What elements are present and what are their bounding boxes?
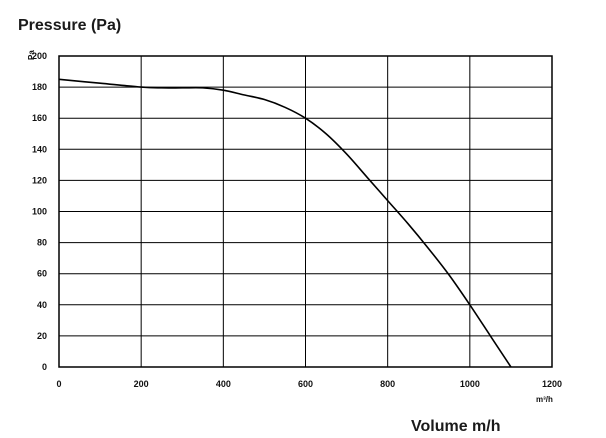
x-tick-label: 600: [298, 379, 313, 389]
x-axis-label: Volume m/h: [411, 418, 501, 435]
x-tick-label: 1200: [542, 379, 562, 389]
x-tick-label: 400: [216, 379, 231, 389]
x-tick-label: 1000: [460, 379, 480, 389]
y-tick-label: 80: [37, 238, 47, 248]
y-tick-label: 40: [37, 300, 47, 310]
y-axis-unit: Pa: [27, 50, 36, 60]
y-axis-ticks: 0 20 40 60 80 100 120 140 160 180 200: [32, 51, 47, 372]
pressure-curve-line: [58, 78, 512, 368]
y-tick-label: 100: [32, 207, 47, 217]
x-axis-ticks: 0 200 400 600 800 1000 1200: [56, 379, 562, 389]
y-tick-label: 60: [37, 269, 47, 279]
y-tick-label: 120: [32, 175, 47, 185]
y-tick-label: 140: [32, 144, 47, 154]
y-tick-label: 20: [37, 331, 47, 341]
x-tick-label: 200: [134, 379, 149, 389]
y-tick-label: 160: [32, 113, 47, 123]
y-tick-label: 0: [42, 362, 47, 372]
y-tick-label: 200: [32, 51, 47, 61]
x-tick-label: 0: [56, 379, 61, 389]
x-tick-label: 800: [380, 379, 395, 389]
y-tick-label: 180: [32, 82, 47, 92]
plot-area: [58, 55, 553, 368]
x-axis-unit: m³/h: [536, 395, 553, 404]
chart-title: Pressure (Pa): [18, 17, 121, 34]
grid-lines: [59, 56, 552, 367]
